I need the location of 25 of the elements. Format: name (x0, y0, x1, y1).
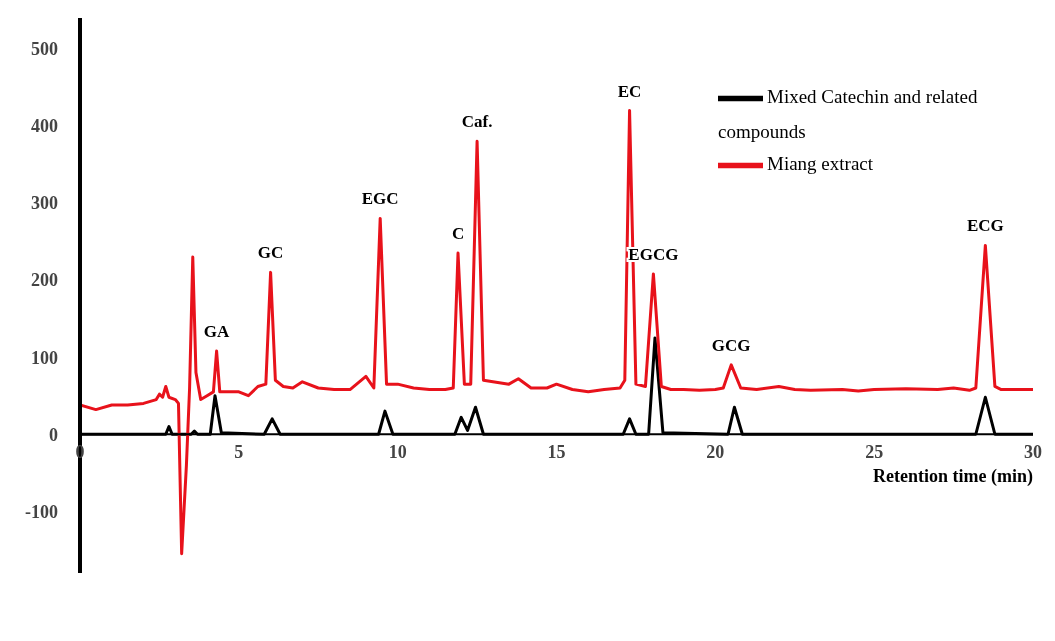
y-tick-label: 500 (31, 39, 58, 60)
legend-label: Mixed Catechin and related compounds (718, 85, 978, 142)
x-tick-label: 30 (1024, 442, 1042, 463)
legend-label: Miang extract (767, 152, 874, 174)
annotation: GA (203, 322, 231, 341)
x-tick-label: 5 (234, 442, 244, 463)
annotation: EC (617, 81, 642, 101)
annotation: GCG (711, 335, 751, 355)
y-tick-label: 0 (49, 424, 58, 445)
y-tick-label: 200 (31, 270, 58, 291)
x-tick-label: 0 (75, 442, 85, 463)
x-tick-label: 20 (706, 442, 725, 463)
x-tick-label: 25 (865, 442, 884, 463)
annotation: ECG (966, 216, 1004, 236)
annotation: EGC (361, 189, 399, 209)
y-tick-label: 100 (31, 347, 58, 368)
y-tick-label: 400 (31, 116, 58, 137)
x-axis-title: Retention time (min) (873, 466, 1033, 488)
y-tick-label: 300 (31, 193, 58, 214)
x-tick-label: 10 (388, 442, 407, 463)
annotation: Caf. (461, 112, 493, 132)
annotation: GC (257, 243, 284, 263)
annotation: C (451, 224, 465, 244)
y-tick-label: -100 (25, 501, 58, 522)
x-tick-label: 15 (547, 442, 566, 463)
